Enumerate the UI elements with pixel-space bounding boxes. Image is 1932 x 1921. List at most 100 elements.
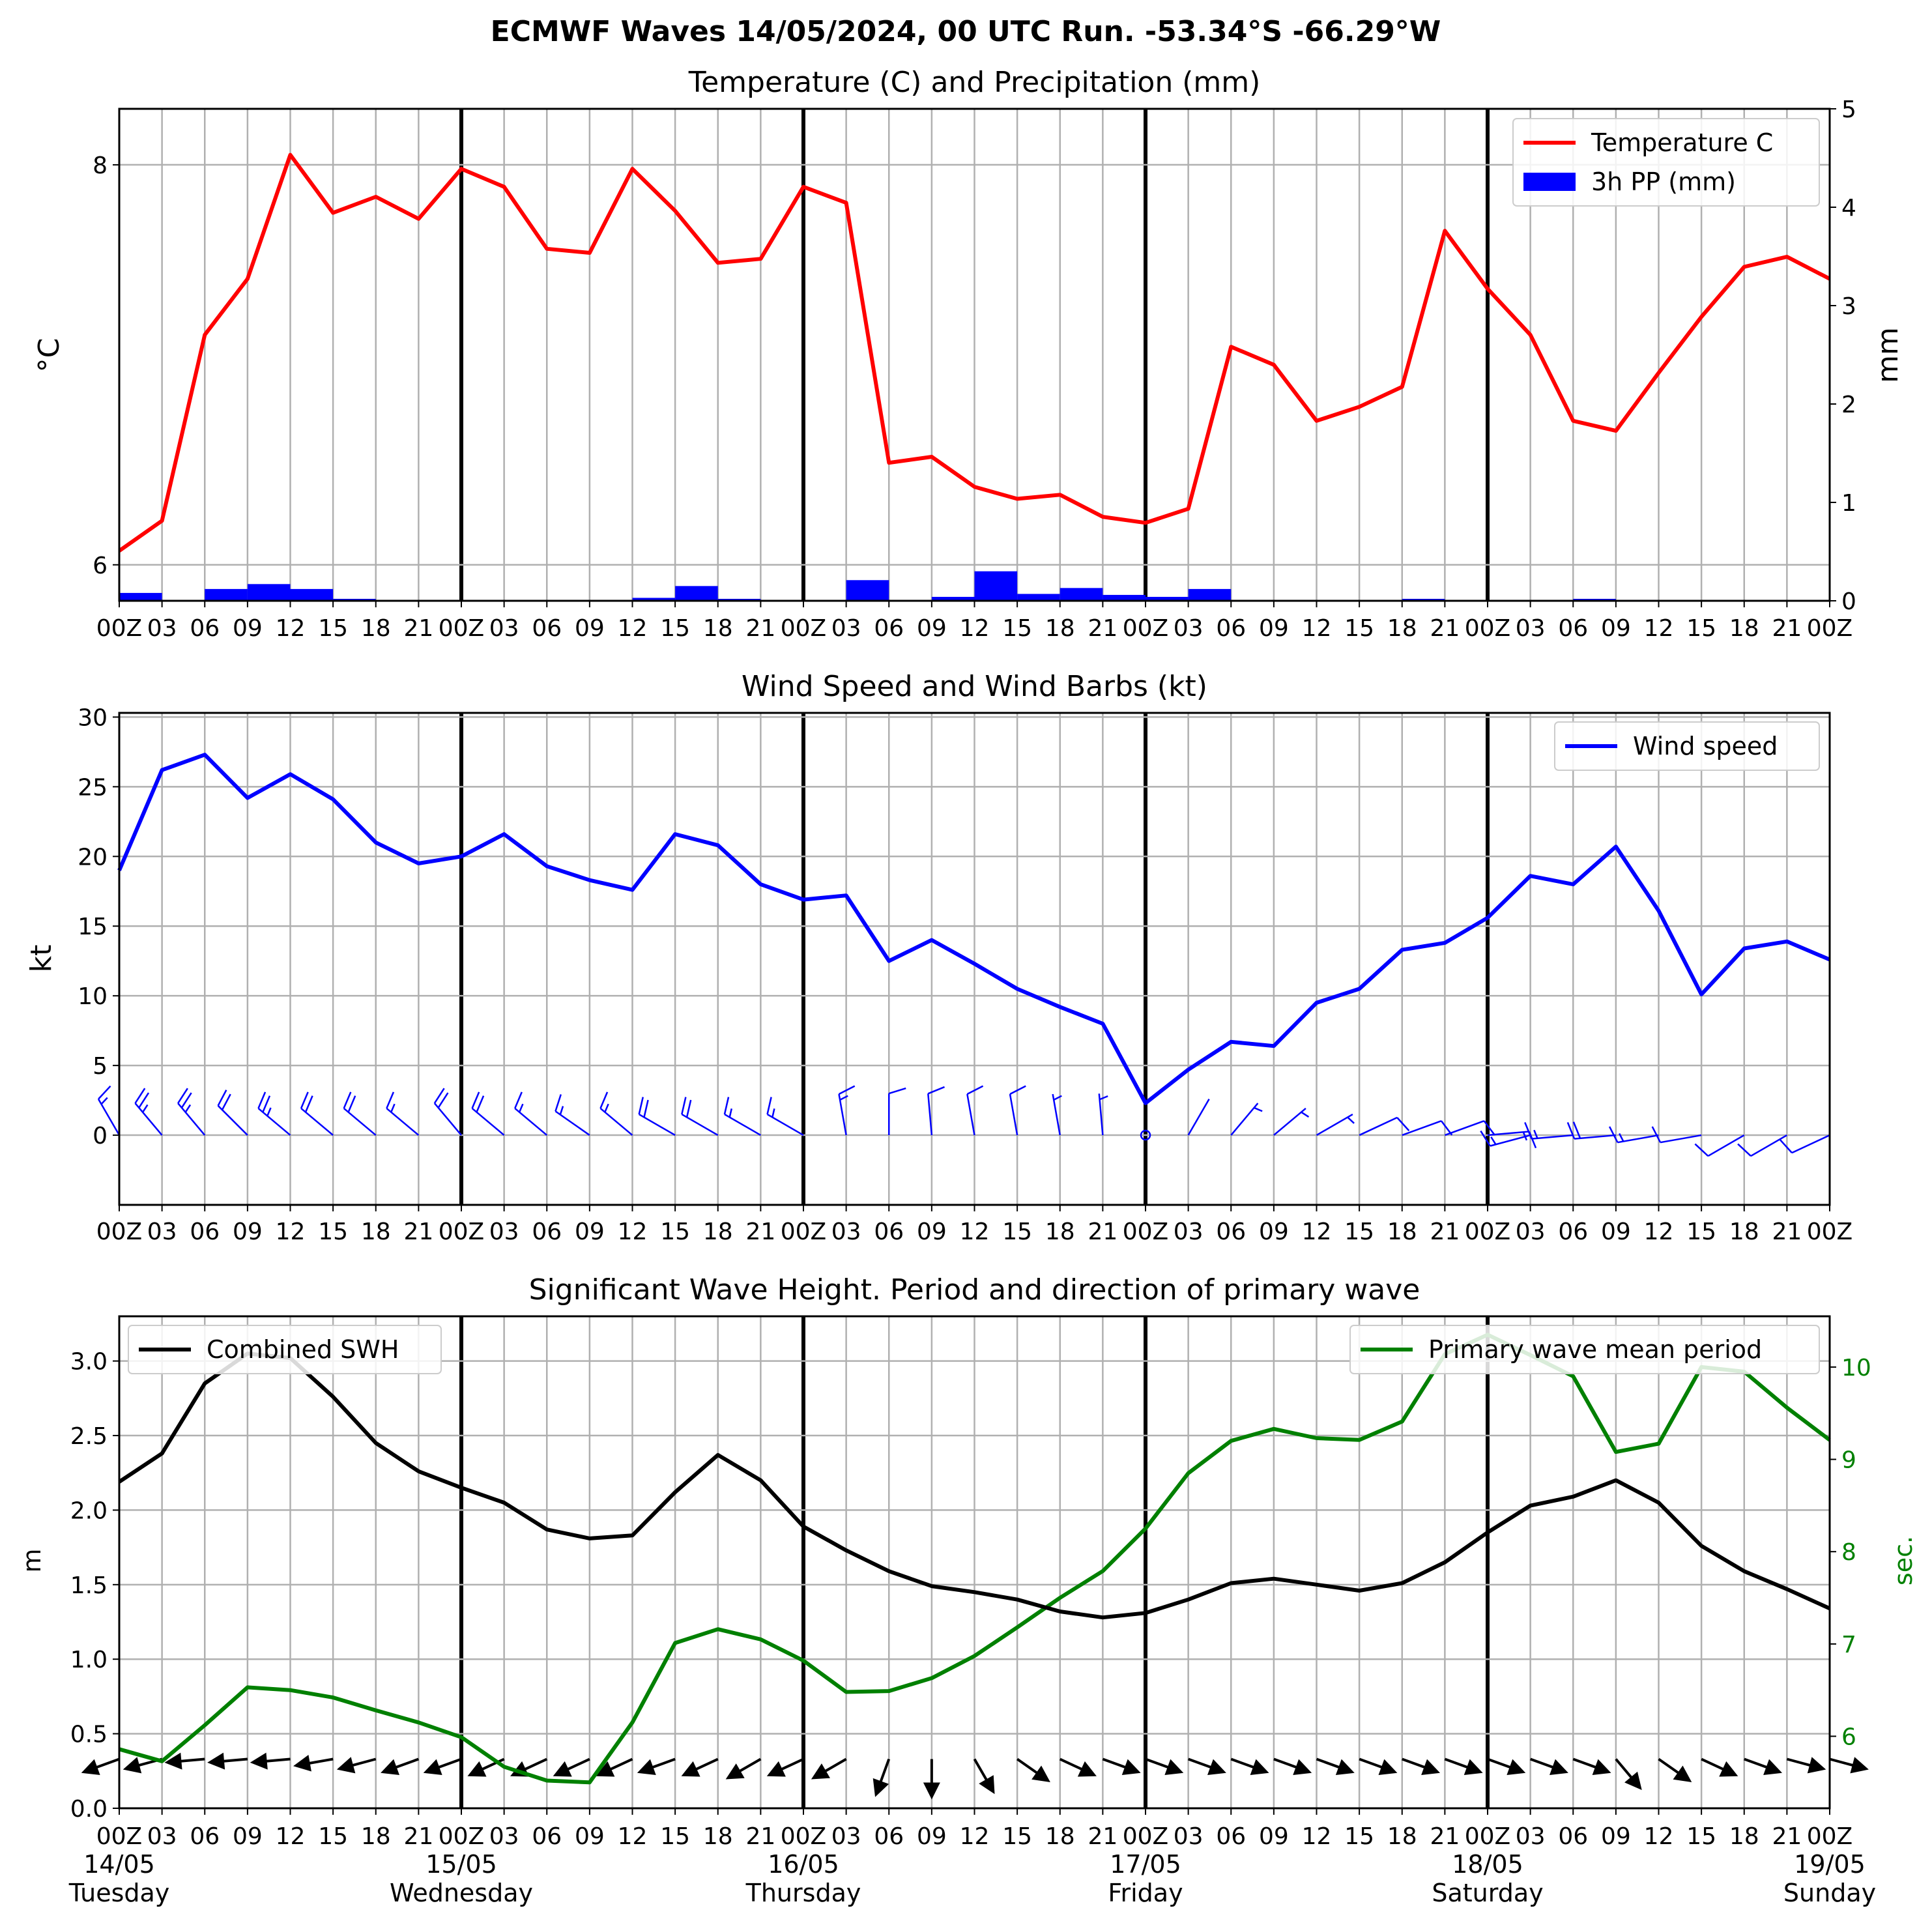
x-tick-label: 18 <box>361 615 391 642</box>
precip-bar <box>205 588 248 601</box>
temperature-precipitation-panel: 00Z 03 06 09 12 15 18 21 00Z 03 06 09 12 15 18 21 00Z 03 0… <box>33 66 1905 642</box>
x-tick-label: 21 <box>745 615 775 642</box>
barb-feather <box>347 1095 356 1113</box>
wind-barb <box>514 1091 548 1136</box>
day-name-label: Sunday <box>1783 1879 1876 1907</box>
arrow-head <box>1250 1759 1269 1776</box>
barb-staff <box>966 1093 975 1136</box>
x-tick-label: 18 <box>1045 1219 1075 1245</box>
arrow-head <box>467 1761 487 1777</box>
x-tick-label: 21 <box>1772 1219 1802 1245</box>
arrow-head <box>250 1752 268 1770</box>
barb-staff <box>1316 1113 1353 1136</box>
wind-barb <box>1230 1103 1263 1136</box>
x-tick-label: 12 <box>276 615 306 642</box>
x-tick-label: 06 <box>190 1219 220 1245</box>
x-tick-label: 03 <box>1516 615 1546 642</box>
x-tick-label: 00Z <box>1123 1823 1168 1850</box>
x-tick-label: 15 <box>660 1823 690 1850</box>
barb-feather <box>471 1091 480 1109</box>
day-name-label: Wednesday <box>390 1879 533 1907</box>
barb-staff <box>1531 1134 1574 1140</box>
barb-feather <box>766 1097 772 1115</box>
wind-barb <box>1566 1121 1616 1140</box>
x-tick-label: 18 <box>1045 615 1075 642</box>
x-tick-label: 06 <box>874 1823 904 1850</box>
x-tick-label: 18 <box>1729 1219 1759 1245</box>
x-tick-label: 12 <box>1644 1823 1674 1850</box>
x-tick-label: 03 <box>489 1823 519 1850</box>
y2-tick-label: 2 <box>1841 392 1856 418</box>
x-tick-label: 03 <box>1516 1823 1546 1850</box>
wind-barb <box>723 1097 761 1136</box>
wind-barb <box>681 1097 719 1136</box>
barb-feather <box>262 1095 271 1113</box>
barb-staff <box>343 1107 377 1136</box>
barb-feather <box>180 1092 192 1108</box>
wave-direction-arrow <box>811 1757 847 1780</box>
wave-direction-arrow <box>1016 1757 1050 1783</box>
y-tick-label: 1.0 <box>70 1647 108 1673</box>
barb-staff <box>1707 1134 1745 1157</box>
x-tick-label: 09 <box>1601 1219 1631 1245</box>
x-tick-label: 06 <box>1558 1219 1588 1245</box>
x-tick-label: 12 <box>1644 615 1674 642</box>
wave-direction-arrow <box>1444 1757 1483 1776</box>
barb-feather <box>1483 1120 1495 1136</box>
x-tick-label: 12 <box>276 1823 306 1850</box>
barb-feather <box>433 1088 445 1104</box>
barb-feather <box>221 1093 231 1110</box>
wave-direction-arrow <box>1059 1757 1097 1777</box>
arrow-head <box>553 1761 572 1777</box>
barb-feather <box>555 1094 562 1112</box>
wind-barb <box>927 1086 945 1136</box>
x-tick-label: 03 <box>147 615 177 642</box>
legend-label: Primary wave mean period <box>1428 1335 1762 1364</box>
x-tick-label: 09 <box>233 1219 263 1245</box>
x-tick-label: 21 <box>745 1823 775 1850</box>
wave-direction-arrow <box>637 1757 676 1776</box>
x-tick-label: 03 <box>831 1823 861 1850</box>
precip-bar <box>974 571 1018 601</box>
wind-barb <box>1779 1134 1830 1154</box>
y-tick-label: 0.5 <box>70 1722 108 1748</box>
x-tick-label: 12 <box>618 1823 648 1850</box>
wind-barb <box>1737 1134 1788 1157</box>
x-tick-label: 12 <box>1644 1219 1674 1245</box>
x-tick-label: 00Z <box>781 615 826 642</box>
wave-direction-arrow <box>1402 1757 1441 1776</box>
wind-barb <box>1651 1126 1702 1144</box>
x-tick-label: 09 <box>1601 1823 1631 1850</box>
day-date-label: 16/05 <box>768 1850 839 1879</box>
wave-direction-arrow <box>1102 1757 1141 1776</box>
x-tick-label: 18 <box>703 1219 733 1245</box>
precip-bar <box>717 598 761 601</box>
y2-tick-label: 3 <box>1841 293 1856 320</box>
wave-direction-arrow <box>1316 1757 1355 1776</box>
legend-swatch <box>1523 173 1576 191</box>
arrow-head <box>1077 1761 1097 1777</box>
legend-box <box>128 1325 442 1374</box>
arrow-head <box>872 1778 889 1797</box>
wind-barb <box>1098 1093 1108 1136</box>
barb-half-feather <box>100 1097 108 1105</box>
wind-speed-panel: 00Z 03 06 09 12 15 18 21 00Z 03 06 09 12 15 18 21 00Z 03 0… <box>25 670 1853 1245</box>
barb-staff <box>97 1099 121 1136</box>
wind-barb <box>471 1091 505 1136</box>
wind-barb <box>1608 1126 1659 1144</box>
barb-feather <box>98 1085 111 1100</box>
barb-feather <box>1524 1121 1533 1140</box>
x-tick-label: 12 <box>1302 1219 1332 1245</box>
x-tick-label: 15 <box>660 1219 690 1245</box>
x-tick-label: 21 <box>1088 1219 1117 1245</box>
barb-half-feather <box>267 1107 272 1116</box>
swh-line <box>118 1351 1831 1620</box>
barb-staff <box>1617 1134 1659 1144</box>
precip-bar <box>1188 588 1232 601</box>
x-tick-label: 06 <box>190 615 220 642</box>
arrow-head <box>423 1759 442 1776</box>
arrow-head <box>637 1759 656 1776</box>
barb-half-feather <box>559 1106 564 1115</box>
precip-bar <box>1402 598 1445 601</box>
x-tick-label: 21 <box>745 1219 775 1245</box>
